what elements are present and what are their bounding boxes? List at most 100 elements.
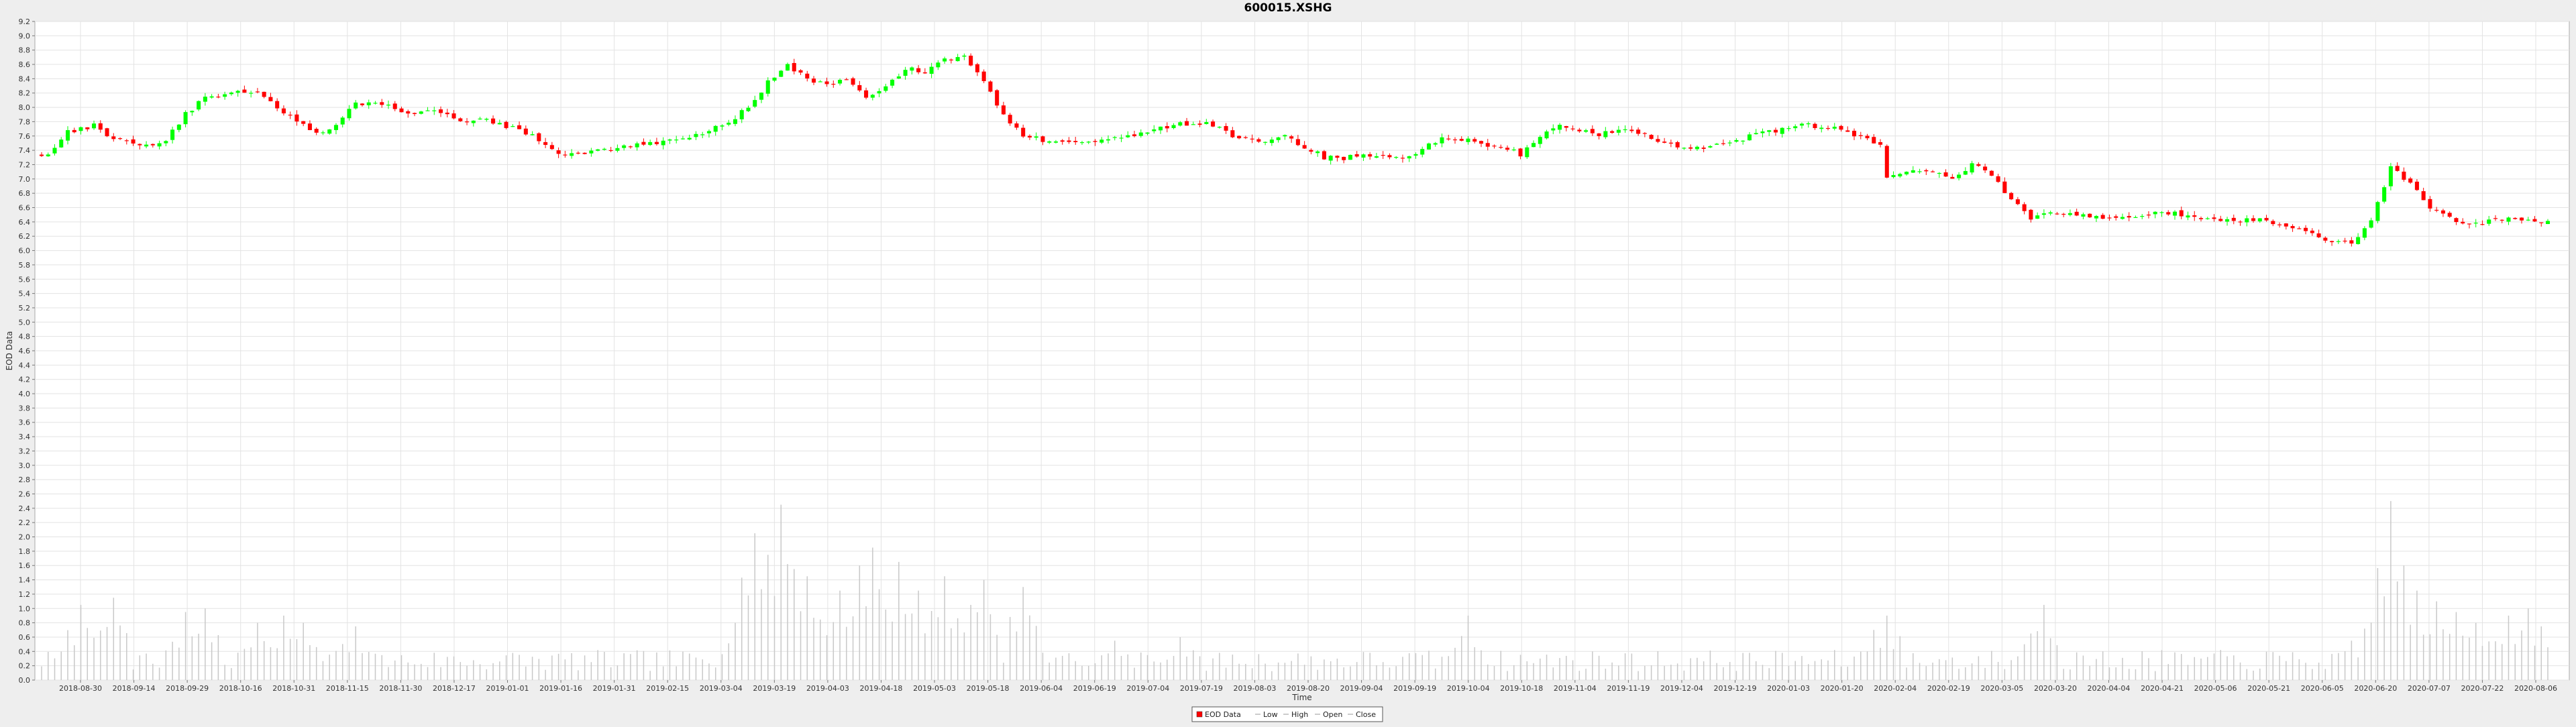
y-tick-label: 7.6 [19,132,31,141]
candle-body [229,92,233,95]
x-tick-label: 2018-08-30 [59,684,102,693]
x-tick-label: 2019-08-20 [1287,684,1330,693]
legend-entry: High [1291,710,1308,719]
candle-body [2414,181,2419,190]
candle-body [354,102,358,109]
x-tick-label: 2019-04-18 [860,684,903,693]
candle-body [936,62,941,68]
candle-body [2388,166,2393,186]
x-tick-label: 2018-09-14 [113,684,156,693]
x-tick-label: 2019-07-04 [1126,684,1169,693]
candle-body [2290,226,2295,229]
candle-body [2434,209,2439,211]
candle-body [2369,220,2373,228]
x-tick-label: 2019-06-04 [1020,684,1063,693]
candle-body [727,122,731,125]
candle-body [471,120,476,123]
candle-body [98,123,103,130]
candle-body [2493,218,2498,219]
y-tick-label: 8.8 [19,46,31,55]
x-tick-label: 2020-02-19 [1927,684,1970,693]
x-tick-label: 2019-03-19 [753,684,796,693]
candle-body [1079,142,1085,144]
candle-body [2375,202,2380,221]
candle-body [1851,130,1857,137]
x-tick-label: 2020-06-05 [2301,684,2344,693]
y-tick-label: 1.0 [19,604,31,613]
candle-body [1322,151,1326,160]
candle-body [2238,221,2243,223]
candle-body [333,125,338,130]
candle-body [2545,221,2551,225]
candle-body [1040,136,1045,142]
y-tick-label: 4.0 [19,390,31,398]
candle-body [2506,217,2511,222]
candle-body [1904,172,1909,174]
x-tick-label: 2020-07-07 [2408,684,2451,693]
candle-body [327,129,332,134]
candle-body [831,83,836,85]
candle-body [1551,128,1556,131]
candle-body [576,152,580,154]
candle-body [635,143,639,148]
y-tick-label: 1.4 [19,576,31,585]
candle-body [2257,218,2262,222]
candle-body [1387,155,1392,158]
candle-body [2225,219,2230,222]
candle-body [622,145,627,148]
candle-body [765,80,770,94]
volume-bars [41,501,2548,680]
candle-body [1950,176,1955,179]
candle-body [1891,174,1896,178]
candle-body [275,101,280,109]
x-tick-label: 2019-05-03 [913,684,956,693]
x-tick-label: 2020-05-21 [2247,684,2290,693]
candle-body [2382,187,2387,202]
y-tick-label: 3.2 [19,447,31,455]
candle-body [2029,209,2033,220]
candle-body [785,64,790,71]
candle-body [170,129,175,140]
candle-body [1865,135,1870,139]
candle-body [1963,171,1968,175]
candle-body [445,112,449,115]
candle-body [1361,154,1366,158]
candle-body [399,108,404,113]
candle-body [1263,142,1268,143]
candle-body [2461,221,2465,224]
candle-body [1459,139,1464,141]
candle-body [1760,131,1765,133]
candle-body [1518,148,1523,157]
candle-body [1806,123,1811,125]
candle-body [2519,217,2524,221]
y-tick-label: 6.2 [19,232,31,241]
candle-body [419,111,423,114]
candle-body [1328,156,1333,161]
x-tick-label: 2020-04-21 [2141,684,2184,693]
y-tick-label: 7.4 [19,146,31,155]
candle-body [523,128,528,135]
candle-body [2061,213,2066,215]
candle-body [563,154,568,156]
candle-body [1381,154,1385,156]
candle-body [680,138,685,139]
candle-body [1316,151,1320,154]
candle-body [772,77,777,81]
candle-body [1197,123,1202,125]
candle-body [1656,139,1660,142]
candle-body [654,142,659,144]
y-tick-label: 0.0 [19,676,31,685]
candle-body [667,139,672,141]
candle-body [1603,131,1608,137]
candle-body [1872,137,1876,144]
y-tick-label: 8.2 [19,89,31,98]
candle-body [1171,125,1176,128]
candle-body [1472,139,1477,142]
y-tick-label: 4.4 [19,361,31,370]
legend-swatch-eod [1196,711,1203,718]
candle-body [1152,129,1157,131]
candle-body [896,76,901,79]
candle-body [1178,122,1183,126]
candle-body [1845,130,1850,132]
